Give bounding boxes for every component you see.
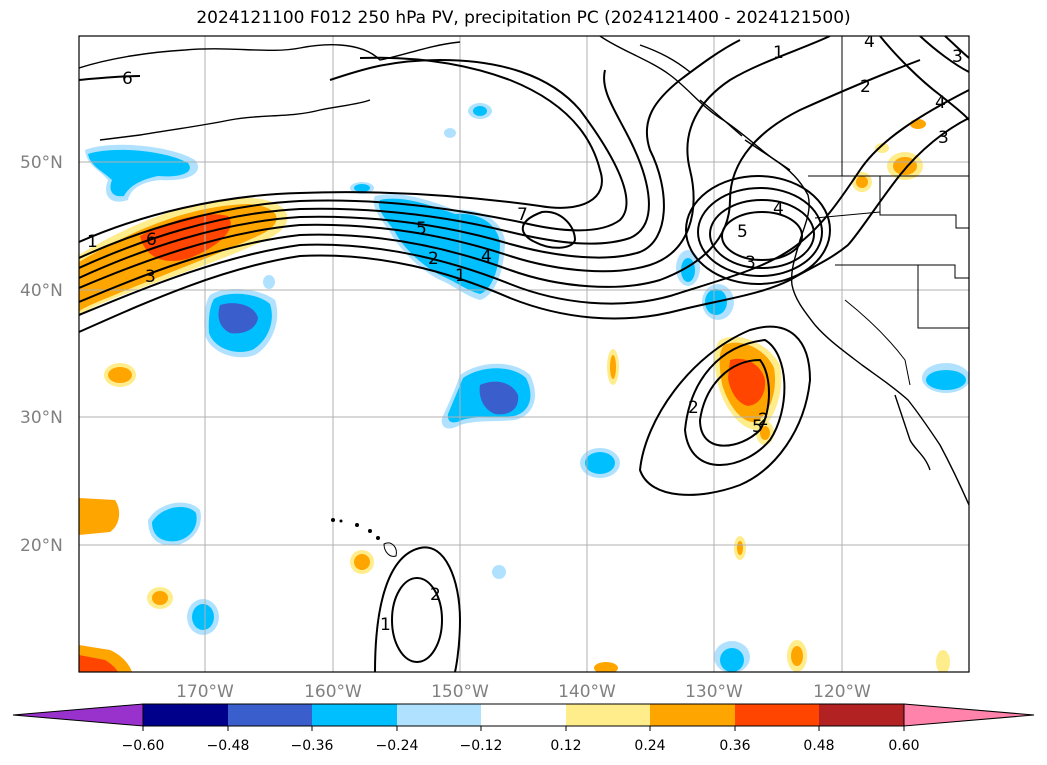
colorbar-tick-label: 0.24 (634, 738, 665, 754)
colorbar-segment (143, 704, 228, 726)
contour-label: 1 (87, 232, 98, 252)
colorbar-tick-label: −0.24 (376, 738, 419, 754)
contour-label: 1 (773, 43, 784, 63)
contour-label: 5 (737, 222, 748, 242)
latitude-labels: 50°N 40°N 30°N 20°N (20, 153, 63, 556)
contour-label: 4 (773, 199, 784, 219)
colorbar-segment (228, 704, 312, 726)
map-area: 1 2 3 5 6 7 2 1 4 5 4 3 5 1 2 4 3 2 3 1 … (79, 32, 969, 672)
contour-label: 2 (688, 398, 699, 418)
colorbar-segment (566, 704, 650, 726)
contour-label: 3 (745, 253, 756, 273)
contour-label: 2 (758, 410, 769, 430)
colorbar-tick-label: −0.36 (291, 738, 334, 754)
colorbar-tick-label: −0.60 (122, 738, 165, 754)
map-frame (78, 35, 970, 673)
lat-label: 40°N (20, 281, 63, 301)
contour-label: 4 (864, 32, 875, 52)
colorbar-segment (481, 704, 566, 726)
contour-label: 3 (145, 267, 156, 287)
lon-label: 160°W (304, 682, 362, 702)
lon-label: 140°W (558, 682, 616, 702)
lon-label: 170°W (176, 682, 234, 702)
pv-contours (79, 36, 969, 672)
colorbar-tick-label: 0.12 (550, 738, 581, 754)
longitude-labels: 170°W 160°W 150°W 140°W 130°W 120°W (176, 682, 871, 702)
lat-label: 30°N (20, 408, 63, 428)
colorbar-segment (735, 704, 819, 726)
map-title: 2024121100 F012 250 hPa PV, precipitatio… (196, 8, 851, 28)
colorbar-tick-label: −0.48 (207, 738, 250, 754)
contour-label: 1 (380, 615, 391, 635)
contour-label: 7 (517, 205, 528, 225)
lon-label: 130°W (685, 682, 743, 702)
contour-label: 3 (952, 47, 963, 67)
hawaii-islands (331, 518, 397, 557)
contour-label: 3 (938, 128, 949, 148)
colorbar-segment (397, 704, 481, 726)
lat-label: 50°N (20, 153, 63, 173)
contour-label: 5 (416, 219, 427, 239)
contour-label: 6 (146, 230, 157, 250)
colorbar-tick-label: −0.12 (460, 738, 503, 754)
contour-label: 2 (430, 585, 441, 605)
lon-label: 150°W (431, 682, 489, 702)
contour-label: 2 (860, 77, 871, 97)
political-borders (808, 36, 969, 386)
contour-labels: 1 2 3 5 6 7 2 1 4 5 4 3 5 1 2 4 3 2 3 1 … (87, 32, 963, 635)
contour-label: 1 (455, 266, 466, 286)
colorbar: −0.60 −0.48 −0.36 −0.24 −0.12 0.12 0.24 … (12, 703, 1035, 754)
contour-label: 4 (935, 93, 946, 113)
lat-label: 20°N (20, 536, 63, 556)
colorbar-tick-label: 0.48 (803, 738, 834, 754)
contour-label: 5 (752, 417, 763, 437)
colorbar-tick-label: 0.36 (719, 738, 750, 754)
colorbar-segment (650, 704, 735, 726)
contour-label: 4 (481, 247, 492, 267)
colorbar-extend-low (12, 703, 144, 727)
contour-label: 6 (122, 69, 133, 89)
contour-label: 2 (428, 249, 439, 269)
colorbar-segment (819, 704, 904, 726)
lon-label: 120°W (813, 682, 871, 702)
colorbar-segment (312, 704, 397, 726)
colorbar-extend-high (903, 703, 1035, 727)
colorbar-tick-label: 0.60 (888, 738, 919, 754)
